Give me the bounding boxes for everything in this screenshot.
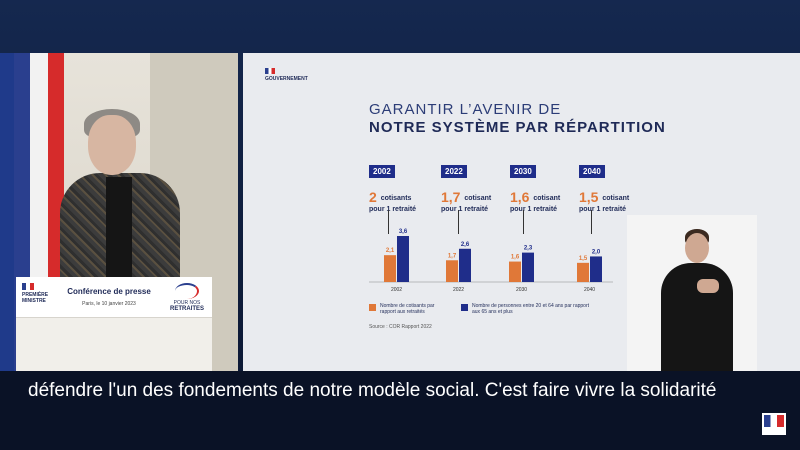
eu-flag [0,53,14,371]
lectern-date: Paris, le 10 janvier 2023 [82,301,136,307]
bar-population-2040 [590,256,602,282]
bar-cotisants-2002 [384,255,396,282]
year-group-2022: 2022 1,7 cotisant pour 1 retraité [441,161,513,213]
bar-chart: 2,1 3,6 2002 1,7 2,6 2022 1,6 2,3 2030 1,5 2,0 2040 [369,229,613,293]
bar-value-label: 2,1 [386,248,395,254]
bar-cotisants-2040 [577,262,589,282]
marianne-logo-icon [762,413,786,435]
connector-line [523,210,524,234]
ratio-value: 1,5 cotisant [579,189,630,205]
year-group-2002: 2002 2 cotisants pour 1 retraité [369,161,441,213]
ratio-value: 2 cotisants [369,189,412,205]
year-badge: 2022 [441,165,467,178]
x-tick-label: 2030 [516,287,527,293]
bar-value-label: 2,3 [524,246,533,252]
bar-cotisants-2030 [509,261,521,282]
ratio-value: 1,6 cotisant [510,189,561,205]
speaker-video-panel: PREMIÈRE MINISTRE Conférence de presse P… [0,53,238,371]
sign-language-interpreter [627,215,757,372]
year-badge: 2040 [579,165,605,178]
premiere-ministre-logo: PREMIÈRE MINISTRE [22,283,62,304]
subtitle-text: défendre l'un des fondements de notre mo… [28,380,717,401]
bar-population-2022 [459,248,471,282]
ratio-sub: pour 1 retraité [369,206,417,213]
x-tick-label: 2022 [453,287,464,293]
lectern-sign: PREMIÈRE MINISTRE Conférence de presse P… [16,277,212,318]
connector-line [388,210,389,234]
connector-line [458,210,459,234]
lectern-title: Conférence de presse [67,287,151,296]
ratio-sub: pour 1 retraité [579,206,627,213]
year-group-2030: 2030 1,6 cotisant pour 1 retraité [510,161,582,213]
source-note: Source : COR Rapport 2022 [369,324,432,330]
retraites-logo: POUR NOS RETRAITES [164,283,210,312]
bar-value-label: 2,6 [461,242,470,248]
bar-value-label: 2,0 [592,249,601,255]
x-tick-label: 2002 [391,287,402,293]
bar-value-label: 3,6 [399,229,408,235]
bar-value-label: 1,5 [579,256,588,262]
ratio-sub: pour 1 retraité [441,206,489,213]
connector-line [591,210,592,234]
bar-population-2002 [397,236,409,282]
subtitle-bar: défendre l'un des fondements de notre mo… [0,371,800,450]
legend-item-blue: Nombre de personnes entre 20 et 64 ans p… [461,303,591,315]
bar-cotisants-2022 [446,260,458,282]
slide-title-line2: NOTRE SYSTÈME PAR RÉPARTITION [369,119,666,136]
year-badge: 2030 [510,165,536,178]
bar-population-2030 [522,252,534,282]
gouvernement-logo: GOUVERNEMENT [265,68,308,82]
ratio-value: 1,7 cotisant [441,189,492,205]
year-badge: 2002 [369,165,395,178]
year-group-2040: 2040 1,5 cotisant pour 1 retraité [579,161,651,213]
bar-value-label: 1,7 [448,253,457,259]
ratio-sub: pour 1 retraité [510,206,558,213]
slide-title-line1: GARANTIR L’AVENIR DE [369,101,562,118]
legend-item-orange: Nombre de cotisants par rapport aux retr… [369,303,449,315]
bar-value-label: 1,6 [511,255,520,261]
x-tick-label: 2040 [584,287,595,293]
